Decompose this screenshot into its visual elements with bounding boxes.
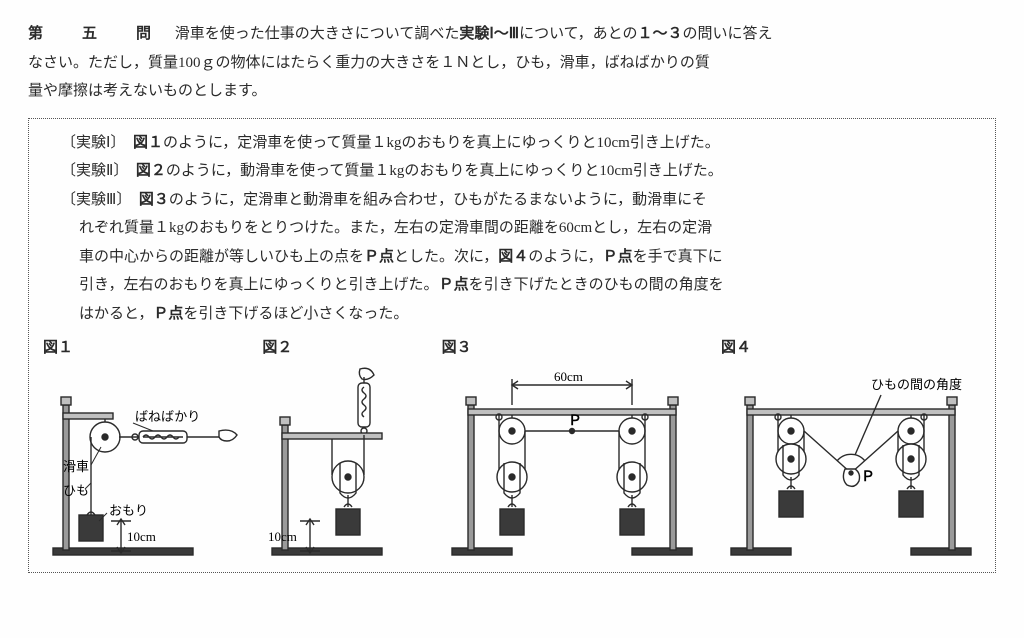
fig1-label-weight: おもり: [109, 503, 148, 518]
fig4-label-angle: ひもの間の角度: [871, 377, 962, 392]
exp3-line4b: を引き下げたときのひもの間の角度を: [469, 277, 724, 293]
figure-2-svg: 10cm: [262, 365, 422, 560]
figure-3-svg: 60cm Ｐ: [442, 365, 702, 560]
figures-row: 図１: [43, 334, 981, 560]
fig1-label-dist: 10cm: [127, 529, 156, 544]
fig2-label-dist: 10cm: [268, 529, 297, 544]
exp1-text: のように，定滑車を使って質量１kgのおもりを真上にゆっくりと10cm引き上げた。: [163, 135, 720, 151]
exp3-line5b: を引き下げるほど小さくなった。: [183, 306, 408, 322]
exp3-p3: Ｐ点: [439, 277, 469, 293]
question-number: 第 五 問: [28, 26, 163, 42]
fig1-label-spring: ばねばかり: [135, 409, 200, 424]
fig1-label-rope: ひも: [63, 483, 89, 498]
figure-4-title: 図４: [721, 334, 751, 363]
experiment-3: 〔実験Ⅲ〕 図３のように，定滑車と動滑車を組み合わせ，ひもがたるまないように，動…: [43, 186, 981, 329]
figure-2: 図２: [262, 334, 422, 560]
figure-3-title: 図３: [442, 334, 472, 363]
experiment-box: 〔実験Ⅰ〕 図１のように，定滑車を使って質量１kgのおもりを真上にゆっくりと10…: [28, 118, 996, 573]
intro-bold-exp: 実験Ⅰ～Ⅲ: [459, 26, 519, 42]
exp3-fig1: 図３: [139, 192, 169, 208]
exp3-p2: Ｐ点: [603, 249, 633, 265]
intro-line3: 量や摩擦は考えないものとします。: [28, 83, 267, 99]
exp3-text1: のように，定滑車と動滑車を組み合わせ，ひもがたるまないように，動滑車にそ: [169, 192, 707, 208]
fig4-label-p: Ｐ: [861, 469, 875, 485]
figure-4-svg: ひもの間の角度 Ｐ: [721, 365, 981, 560]
experiment-2: 〔実験Ⅱ〕 図２のように，動滑車を使って質量１kgのおもりを真上にゆっくりと10…: [43, 157, 981, 186]
figure-4: 図４: [721, 334, 981, 560]
exp3-p1: Ｐ点: [364, 249, 394, 265]
figure-1-title: 図１: [43, 334, 73, 363]
exp3-line3a: 車の中心からの距離が等しいひも上の点を: [79, 249, 364, 265]
fig3-label-dist: 60cm: [554, 369, 583, 384]
intro-part1: 滑車を使った仕事の大きさについて調べた: [175, 26, 460, 42]
exp1-label: 〔実験Ⅰ〕: [61, 134, 118, 151]
figure-1-svg: ばねばかり 滑車 ひも おもり 10cm: [43, 365, 243, 560]
exp1-fig: 図１: [133, 135, 163, 151]
exp3-line3d: を手で真下に: [633, 249, 723, 265]
exp3-line5a: はかると，: [79, 306, 153, 322]
exp3-line3b: とした。次に，: [394, 249, 498, 265]
exp2-text: のように，動滑車を使って質量１kgのおもりを真上にゆっくりと10cm引き上げた。: [166, 163, 723, 179]
exp2-label: 〔実験Ⅱ〕: [61, 162, 121, 179]
intro-part2: について，あとの: [519, 26, 637, 42]
intro-bold-q: １～３: [637, 26, 682, 42]
question-heading: 第 五 問 滑車を使った仕事の大きさについて調べた実験Ⅰ～Ⅲについて，あとの１～…: [28, 20, 996, 106]
exp3-fig2: 図４: [498, 249, 528, 265]
exp3-line3c: のように，: [528, 249, 602, 265]
fig3-label-p: Ｐ: [568, 413, 582, 429]
exp3-p4: Ｐ点: [153, 306, 183, 322]
exp2-fig: 図２: [136, 163, 166, 179]
fig1-label-pulley: 滑車: [63, 459, 89, 474]
intro-line2: なさい。ただし，質量100ｇの物体にはたらく重力の大きさを１Ｎとし，ひも，滑車，…: [28, 55, 710, 71]
exp3-label: 〔実験Ⅲ〕: [61, 191, 124, 208]
experiment-1: 〔実験Ⅰ〕 図１のように，定滑車を使って質量１kgのおもりを真上にゆっくりと10…: [43, 129, 981, 158]
intro-part3: の問いに答え: [682, 26, 772, 42]
figure-3: 図３: [442, 334, 702, 560]
figure-1: 図１: [43, 334, 243, 560]
figure-2-title: 図２: [262, 334, 292, 363]
exp3-line2: れぞれ質量１kgのおもりをとりつけた。また，左右の定滑車間の距離を60cmとし，…: [79, 220, 712, 236]
exp3-line4a: 引き，左右のおもりを真上にゆっくりと引き上げた。: [79, 277, 439, 293]
